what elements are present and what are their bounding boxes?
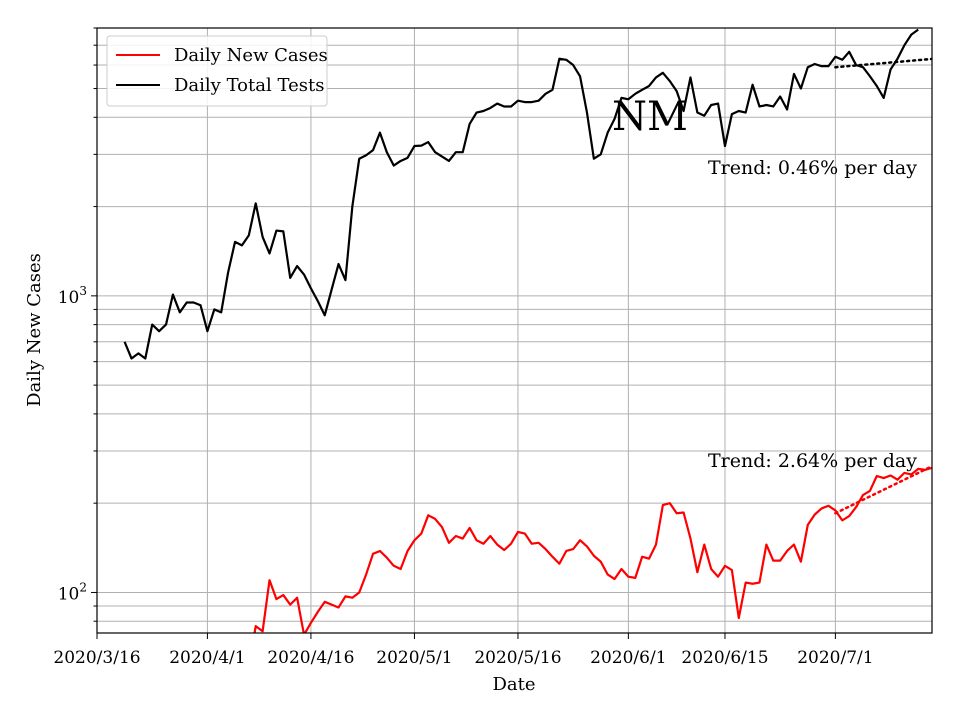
series-line-daily-new-cases bbox=[253, 466, 932, 633]
x-tick-label: 2020/4/1 bbox=[169, 648, 245, 668]
y-axis-ticks: 102 103 bbox=[58, 27, 97, 622]
legend-label-daily-new-cases: Daily New Cases bbox=[174, 45, 328, 66]
series-line-daily-total-tests bbox=[123, 28, 919, 360]
x-tick-label: 2020/6/1 bbox=[590, 648, 666, 668]
grid bbox=[96, 27, 932, 633]
legend-label-daily-total-tests: Daily Total Tests bbox=[174, 75, 324, 96]
trend-line-cases bbox=[834, 464, 932, 515]
x-tick-label: 2020/4/16 bbox=[267, 648, 354, 668]
x-tick-label: 2020/7/1 bbox=[797, 648, 873, 668]
x-tick-label: 2020/5/1 bbox=[376, 648, 452, 668]
plot-frame bbox=[96, 27, 933, 634]
y-axis-label: Daily New Cases bbox=[24, 253, 45, 407]
x-tick-label: 2020/5/16 bbox=[474, 648, 561, 668]
x-axis-label: Date bbox=[492, 674, 535, 695]
trend-cases-annotation: Trend: 2.64% per day bbox=[708, 450, 917, 472]
x-axis-ticks: 2020/3/16 2020/4/1 2020/4/16 2020/5/1 2020/5… bbox=[53, 633, 874, 668]
y-tick-label: 102 bbox=[58, 580, 87, 604]
x-tick-label: 2020/6/15 bbox=[681, 648, 768, 668]
trend-line-tests bbox=[834, 57, 932, 69]
state-label: NM bbox=[612, 94, 688, 140]
legend-box bbox=[106, 35, 328, 107]
trend-tests-annotation: Trend: 0.46% per day bbox=[708, 157, 917, 179]
legend: Daily New Cases Daily Total Tests bbox=[106, 35, 328, 107]
plot-lines bbox=[123, 28, 932, 633]
x-tick-label: 2020/3/16 bbox=[53, 648, 140, 668]
y-tick-label: 103 bbox=[58, 284, 87, 308]
